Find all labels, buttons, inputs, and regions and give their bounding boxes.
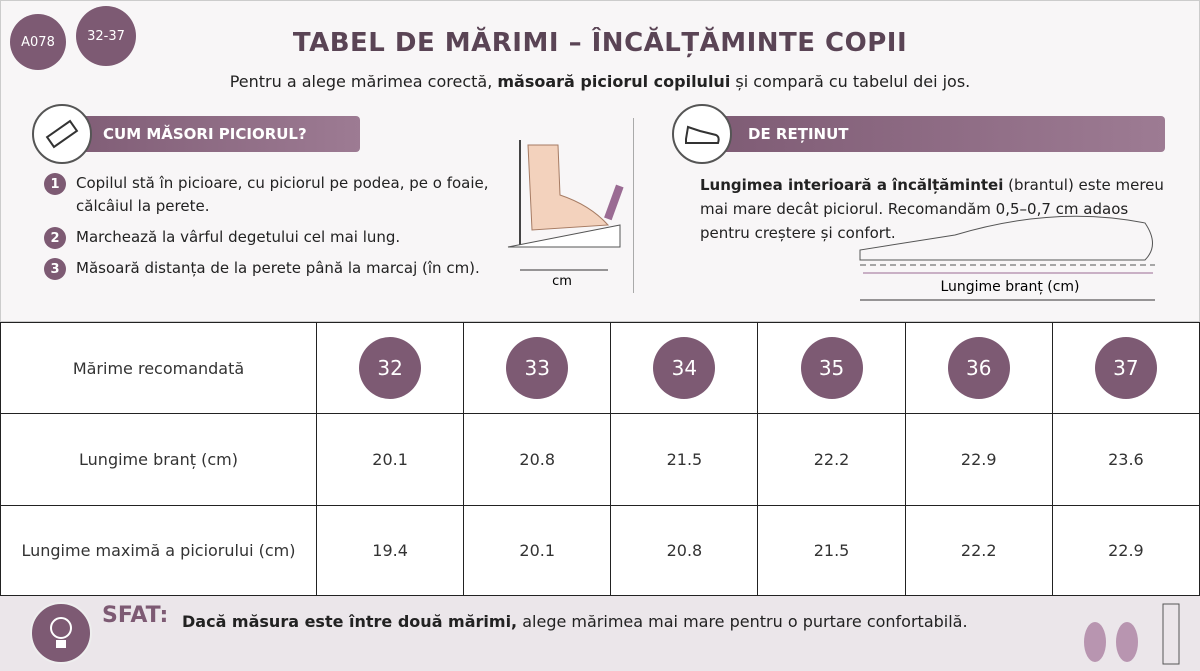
ruler — [45, 119, 79, 149]
subtitle-text: Pentru a alege mărimea corectă, — [229, 72, 498, 91]
row-header: Lungime branț (cm) — [0, 413, 317, 506]
tip-bold: Dacă măsura este între două mărimi, — [182, 612, 518, 631]
step-number: 1 — [44, 173, 66, 195]
size-badge: 36 — [947, 337, 1010, 399]
note-bold: Lungimea interioară a încălțămintei — [700, 176, 1004, 194]
table-cell: 36 — [904, 322, 1053, 414]
foot-figure: cm — [507, 140, 624, 289]
section-heading: CUM MĂSORI PICIORUL? — [45, 116, 360, 152]
step-text: Copilul stă în picioare, cu piciorul pe … — [76, 174, 489, 215]
tip-rest: alege mărimea mai mare pentru o purtare … — [517, 612, 968, 631]
size-badge: 37 — [1094, 337, 1157, 399]
step-number: 2 — [44, 227, 66, 249]
row-header: Mărime recomandată — [0, 322, 317, 414]
table-cell: 32 — [315, 322, 465, 414]
table-cell: 22.9 — [904, 413, 1053, 506]
size-badge: 33 — [506, 337, 569, 399]
table-cell: 20.1 — [315, 413, 465, 506]
table-cell: 19.4 — [315, 505, 465, 596]
shoe — [685, 125, 720, 144]
step-text: Marchează la vârful degetului cel mai lu… — [76, 228, 401, 246]
table-cell: 33 — [463, 322, 612, 414]
header-panel — [0, 0, 1200, 322]
divider — [633, 118, 634, 293]
step-number: 3 — [44, 258, 66, 280]
bulb-icon — [30, 602, 92, 664]
table-cell: 20.1 — [463, 505, 612, 596]
subtitle: Pentru a alege mărimea corectă, măsoară … — [0, 72, 1200, 91]
section-heading: DE REȚINUT — [690, 116, 1165, 152]
row-header: Lungime maximă a piciorului (cm) — [0, 505, 317, 596]
table-body: Mărime recomandată 32 33 34 35 36 37 Lungime br… — [0, 322, 1200, 596]
table-cell: 34 — [610, 322, 759, 414]
table-cell: 21.5 — [757, 505, 906, 596]
steps: 1 Copilul stă în picioare, cu piciorul pe… — [44, 172, 514, 280]
tip-bar — [0, 596, 1200, 671]
size-table: Mărime recomandată 32 33 34 35 36 37 Lungime br… — [0, 322, 1200, 596]
note-text: Lungimea interioară a încălțămintei (bra… — [700, 173, 1170, 245]
step: 3 Măsoară distanța de la perete până la m… — [44, 257, 514, 280]
note-rest: (brantul) este mereu mai mare decât pici… — [700, 176, 1164, 242]
feet-icon — [1084, 603, 1180, 665]
table-cell: 22.2 — [757, 413, 906, 506]
bulb — [50, 617, 72, 648]
table-cell: 35 — [757, 322, 906, 414]
size-badge: 32 — [359, 337, 422, 399]
subtitle-bold: măsoară piciorul copilului — [497, 72, 731, 91]
step: 2 Marchează la vârful degetului cel mai l… — [44, 226, 514, 249]
table-row: Lungime maximă a piciorului (cm) 19.4 20.1… — [0, 505, 1200, 596]
table-row: Lungime branț (cm) 20.1 20.8 21.5 22.2 22.9 23… — [0, 413, 1200, 506]
subtitle-text: și compară cu tabelul dei jos. — [730, 72, 971, 91]
size-badge: 34 — [653, 337, 716, 399]
tip-text: Dacă măsura este între două mărimi, aleg… — [182, 612, 968, 631]
insole-figure: Lungime branț (cm) — [859, 215, 1155, 301]
table-cell: 20.8 — [610, 505, 759, 596]
step-text: Măsoară distanța de la perete până la ma… — [76, 259, 480, 277]
table-cell: 23.6 — [1051, 413, 1200, 506]
table-cell: 22.2 — [904, 505, 1053, 596]
size-badge: 35 — [800, 337, 863, 399]
table-row: Mărime recomandată 32 33 34 35 36 37 — [0, 322, 1200, 414]
badge: A078 — [10, 14, 66, 70]
shoe-icon — [672, 104, 732, 164]
table-cell: 21.5 — [610, 413, 759, 506]
table-cell: 37 — [1051, 322, 1200, 414]
figure-label: Lungime branț (cm) — [940, 279, 1079, 295]
table-cell: 22.9 — [1051, 505, 1200, 596]
step: 1 Copilul stă în picioare, cu piciorul pe… — [44, 172, 514, 218]
ruler-icon — [32, 104, 92, 164]
tip-label: SFAT: — [102, 603, 169, 628]
badge: 32-37 — [76, 6, 136, 66]
table-cell: 20.8 — [463, 413, 612, 506]
figure-label: cm — [552, 274, 572, 289]
title: TABEL DE MĂRIMI – ÎNCĂLȚĂMINTE COPII — [292, 28, 908, 58]
